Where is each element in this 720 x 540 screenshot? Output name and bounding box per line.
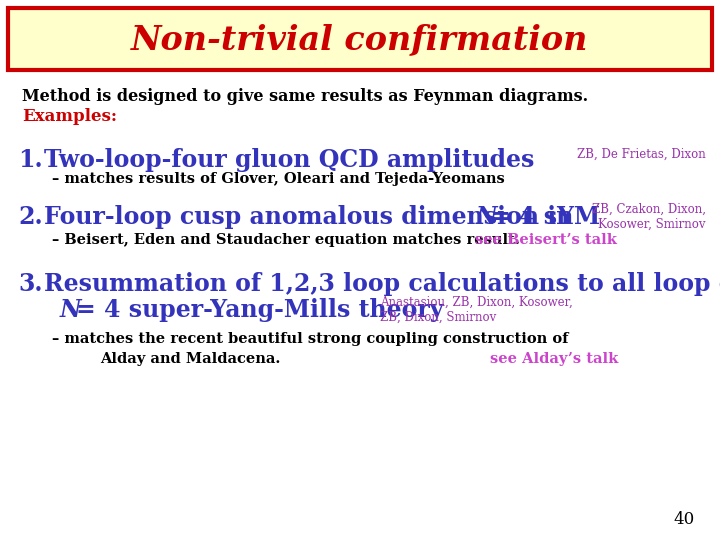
Text: – matches the recent beautiful strong coupling construction of: – matches the recent beautiful strong co…	[52, 332, 569, 346]
Text: Two-loop-four gluon QCD amplitudes: Two-loop-four gluon QCD amplitudes	[44, 148, 534, 172]
Text: Examples:: Examples:	[22, 108, 117, 125]
Text: ZB, De Frietas, Dixon: ZB, De Frietas, Dixon	[577, 148, 706, 161]
Text: ZB, Czakon, Dixon,: ZB, Czakon, Dixon,	[592, 203, 706, 216]
Text: N: N	[476, 205, 498, 229]
Text: Alday and Maldacena.: Alday and Maldacena.	[100, 352, 280, 366]
Text: Four-loop cusp anomalous dimension in: Four-loop cusp anomalous dimension in	[44, 205, 582, 229]
Text: see Beisert’s talk: see Beisert’s talk	[475, 233, 617, 247]
Text: = 4 sYM: = 4 sYM	[491, 205, 600, 229]
Text: Method is designed to give same results as Feynman diagrams.: Method is designed to give same results …	[22, 88, 588, 105]
Text: 3.: 3.	[18, 272, 42, 296]
Text: ZB, Dixon, Smirnov: ZB, Dixon, Smirnov	[380, 311, 496, 324]
Text: N: N	[60, 298, 81, 322]
Text: – matches results of Glover, Oleari and Tejeda-Yeomans: – matches results of Glover, Oleari and …	[52, 172, 505, 186]
Text: 40: 40	[674, 511, 695, 528]
Text: – Beisert, Eden and Staudacher equation matches result.: – Beisert, Eden and Staudacher equation …	[52, 233, 520, 247]
Text: Kosower, Smirnov: Kosower, Smirnov	[598, 218, 706, 231]
Text: 2.: 2.	[18, 205, 42, 229]
Text: Anastasiou, ZB, Dixon, Kosower,: Anastasiou, ZB, Dixon, Kosower,	[380, 296, 572, 309]
Text: Resummation of 1,2,3 loop calculations to all loop order in: Resummation of 1,2,3 loop calculations t…	[44, 272, 720, 296]
FancyBboxPatch shape	[8, 8, 712, 70]
Text: Non-trivial confirmation: Non-trivial confirmation	[131, 24, 589, 57]
Text: 1.: 1.	[18, 148, 42, 172]
Text: = 4 super-Yang-Mills theory: = 4 super-Yang-Mills theory	[76, 298, 444, 322]
Text: see Alday’s talk: see Alday’s talk	[490, 352, 618, 366]
